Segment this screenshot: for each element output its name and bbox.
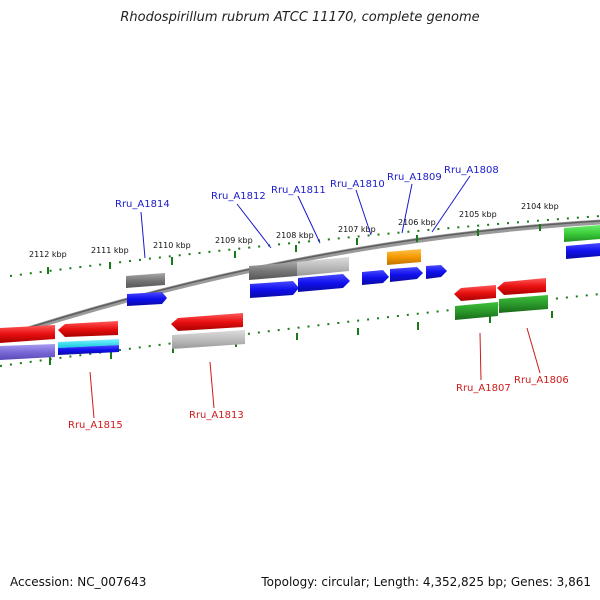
gene-feature[interactable] (499, 295, 548, 313)
gene-feature[interactable] (566, 243, 600, 259)
kbp-label: 2107 kbp (338, 225, 376, 234)
gene-feature[interactable] (58, 321, 118, 337)
gene-label[interactable]: Rru_A1810 (330, 179, 385, 190)
gene-label[interactable]: Rru_A1811 (271, 185, 326, 196)
gene-feature[interactable] (297, 257, 349, 276)
gene-feature[interactable] (172, 330, 245, 349)
kbp-label: 2106 kbp (398, 218, 436, 227)
gene-label[interactable]: Rru_A1813 (189, 410, 244, 421)
gene-label[interactable]: Rru_A1814 (115, 199, 170, 210)
gene-label[interactable]: Rru_A1809 (387, 172, 442, 183)
kbp-label: 2110 kbp (153, 241, 191, 250)
gene-feature[interactable] (0, 325, 55, 343)
kbp-label: 2108 kbp (276, 231, 314, 240)
gene-feature[interactable] (387, 249, 421, 265)
genome-backbone (0, 219, 600, 341)
gene-feature[interactable] (249, 262, 297, 280)
gene-feature[interactable] (426, 265, 447, 279)
kbp-labels: 2112 kbp 2111 kbp 2110 kbp 2109 kbp 2108… (29, 202, 559, 259)
gene-feature[interactable] (497, 278, 546, 295)
gene-labels-bottom: Rru_A1815 Rru_A1813 Rru_A1807 Rru_A1806 (68, 375, 569, 431)
kbp-label: 2105 kbp (459, 210, 497, 219)
gene-feature[interactable] (390, 267, 423, 282)
kbp-label: 2104 kbp (521, 202, 559, 211)
accession-text: Accession: NC_007643 (10, 575, 147, 589)
gene-feature[interactable] (58, 345, 119, 355)
genome-title: Rhodospirillum rubrum ATCC 11170, comple… (120, 10, 480, 25)
gene-feature[interactable] (298, 274, 350, 292)
gene-feature[interactable] (0, 344, 55, 360)
kbp-label: 2111 kbp (91, 246, 129, 255)
forward-features (126, 225, 600, 306)
kbp-label: 2109 kbp (215, 236, 253, 245)
gene-label[interactable]: Rru_A1815 (68, 420, 123, 431)
gene-labels-top: Rru_A1814 Rru_A1812 Rru_A1811 Rru_A1810 … (115, 165, 499, 210)
gene-feature[interactable] (564, 225, 600, 242)
gene-feature[interactable] (362, 270, 389, 285)
gene-feature[interactable] (171, 313, 243, 331)
gene-label[interactable]: Rru_A1807 (456, 383, 511, 394)
genome-summary-text: Topology: circular; Length: 4,352,825 bp… (261, 575, 591, 589)
gene-feature[interactable] (455, 302, 498, 320)
gene-feature[interactable] (127, 292, 167, 306)
gene-label[interactable]: Rru_A1812 (211, 191, 266, 202)
gene-feature[interactable] (250, 281, 299, 298)
reverse-features (0, 278, 548, 360)
gene-leader-lines (89, 175, 541, 419)
gene-label[interactable]: Rru_A1806 (514, 375, 569, 386)
gene-label[interactable]: Rru_A1808 (444, 165, 499, 176)
gene-feature[interactable] (454, 285, 496, 301)
gene-feature[interactable] (126, 273, 165, 288)
upper-scale-track (9, 215, 600, 277)
lower-scale-track (0, 293, 600, 367)
genome-backbone-highlight (0, 220, 600, 338)
kbp-label: 2112 kbp (29, 250, 67, 259)
